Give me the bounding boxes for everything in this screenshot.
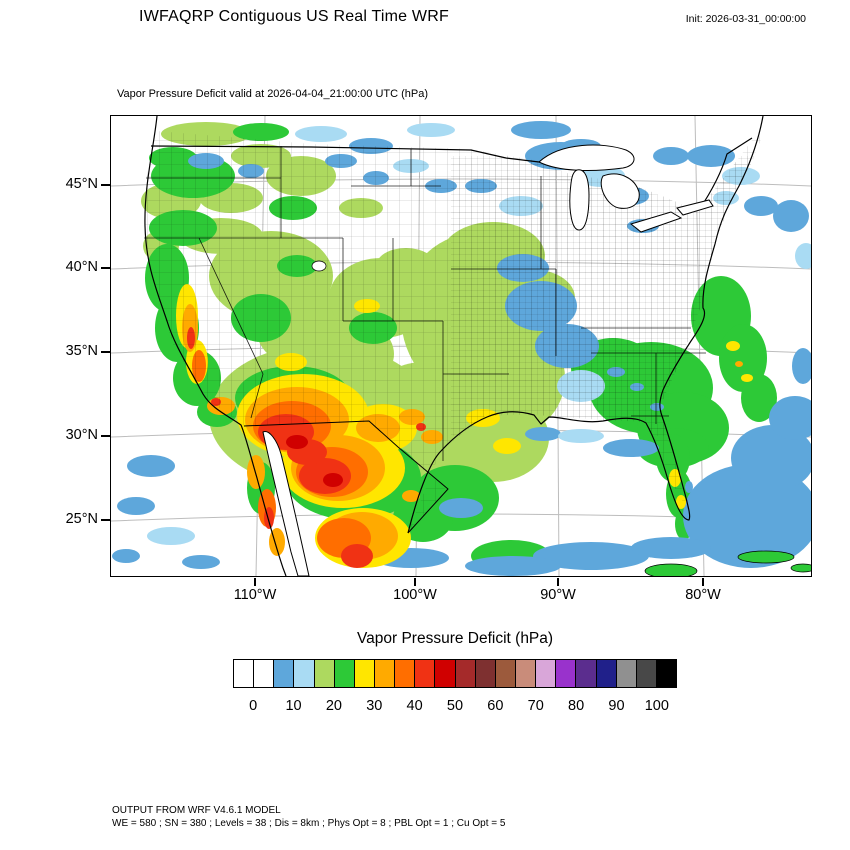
colorbar-tick-label: 100 — [644, 698, 669, 714]
colorbar-cell — [313, 660, 334, 687]
colorbar-cell — [575, 660, 596, 687]
y-tick-label: 30°N — [65, 427, 98, 443]
plot-subtitle: Vapor Pressure Deficit valid at 2026-04-… — [117, 88, 429, 100]
y-tick-label: 35°N — [65, 343, 98, 359]
y-tick-mark — [101, 351, 110, 353]
colorbar-cell — [234, 660, 254, 687]
colorbar-tick-label: 60 — [487, 698, 504, 714]
colorbar-cell — [555, 660, 576, 687]
footer: OUTPUT FROM WRF V4.6.1 MODEL WE = 580 ; … — [112, 804, 505, 830]
conus-map-svg — [111, 116, 811, 576]
colorbar-cell — [253, 660, 274, 687]
y-tick-mark — [101, 184, 110, 186]
colorbar-cell — [414, 660, 435, 687]
colorbar — [233, 659, 677, 688]
footer-model-line: OUTPUT FROM WRF V4.6.1 MODEL — [112, 805, 281, 816]
colorbar-title: Vapor Pressure Deficit (hPa) — [356, 630, 554, 647]
lakes — [311, 144, 714, 272]
colorbar-cell — [615, 660, 636, 687]
colorbar-tick-label: 10 — [285, 698, 302, 714]
y-tick-mark — [101, 435, 110, 437]
colorbar-cell — [474, 660, 495, 687]
x-tick-label: 90°W — [540, 587, 576, 603]
colorbar-tick-label: 0 — [249, 698, 258, 714]
x-tick-mark — [702, 578, 704, 586]
colorbar-ticklabels: 0 10 20 30 40 50 60 70 80 90 100 — [233, 698, 677, 716]
x-tick-mark — [557, 578, 559, 586]
colorbar-tick-label: 50 — [446, 698, 464, 714]
init-timestamp: Init: 2026-03-31_00:00:00 — [685, 13, 806, 25]
colorbar-cell — [333, 660, 354, 687]
x-tick-mark — [414, 578, 416, 586]
colorbar-cells — [234, 660, 677, 687]
colorbar-tick-label: 20 — [325, 698, 342, 714]
x-tick-label: 110°W — [233, 587, 277, 603]
colorbar-cell — [434, 660, 455, 687]
footer-config-line: WE = 580 ; SN = 380 ; Levels = 38 ; Dis … — [112, 818, 506, 829]
colorbar-cell — [635, 660, 656, 687]
y-tick-label: 40°N — [65, 259, 98, 275]
colorbar-cell — [655, 660, 677, 687]
colorbar-cell — [293, 660, 314, 687]
y-tick-label: 45°N — [65, 176, 98, 192]
colorbar-tick-label: 90 — [608, 698, 625, 714]
colorbar-cell — [595, 660, 616, 687]
colorbar-cell — [454, 660, 475, 687]
y-tick-mark — [101, 267, 110, 269]
colorbar-tick-label: 70 — [527, 698, 544, 714]
plot-title: IWFAQRP Contiguous US Real Time WRF — [139, 8, 449, 25]
colorbar-cell — [514, 660, 536, 687]
colorbar-cell — [535, 660, 556, 687]
colorbar-cell — [373, 660, 395, 687]
colorbar-cell — [394, 660, 415, 687]
colorbar-cell — [494, 660, 515, 687]
colorbar-tick-label: 80 — [568, 698, 585, 714]
colorbar-tick-label: 30 — [366, 698, 383, 714]
caribbean-islands — [644, 550, 811, 576]
gulf-of-california — [262, 431, 310, 576]
colorbar-cell — [273, 660, 294, 687]
x-tick-label: 80°W — [685, 587, 721, 603]
x-tick-label: 100°W — [393, 587, 437, 603]
colorbar-tick-label: 40 — [406, 698, 423, 714]
map-plot — [110, 115, 812, 577]
y-tick-label: 25°N — [65, 511, 98, 527]
x-tick-mark — [254, 578, 256, 586]
y-tick-mark — [101, 519, 110, 521]
colorbar-cell — [353, 660, 374, 687]
